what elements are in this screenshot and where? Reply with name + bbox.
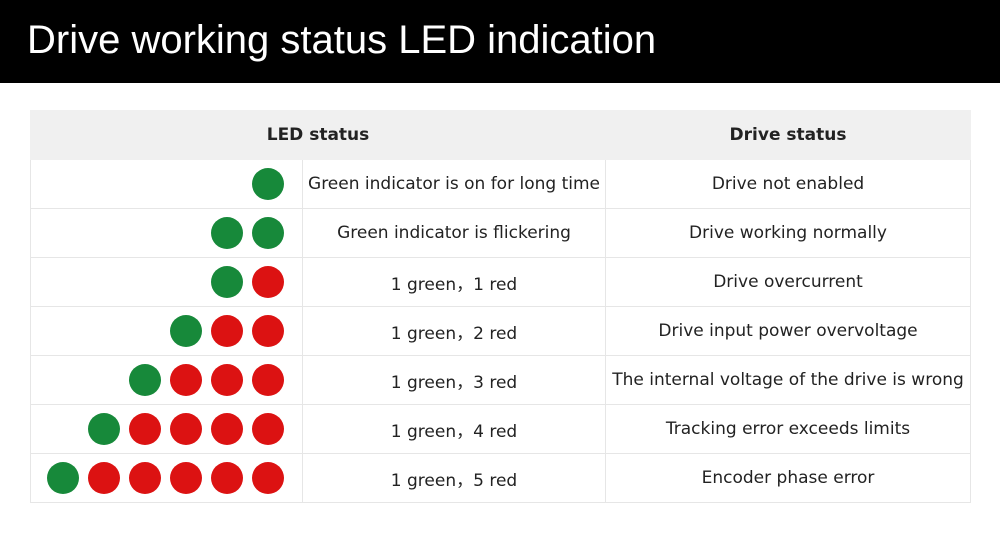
led-icons [30,208,303,258]
table-row: 1 green，1 red Drive overcurrent [30,257,972,307]
led-description: 1 green，5 red [301,453,607,503]
led-icons [30,159,303,209]
column-header: LED status [29,110,607,160]
led-icons [30,453,303,503]
column-header: Drive status [605,110,972,160]
table-row: 1 green，3 red The internal voltage of th… [30,355,972,405]
status-table: LED status Drive status Green indicator … [29,110,972,503]
led-description: 1 green，2 red [301,306,607,356]
drive-status: Drive not enabled [605,159,972,209]
led-dots [211,266,284,298]
table-row: 1 green，5 red Encoder phase error [30,453,972,503]
led-dots [170,315,284,347]
led-icons [30,404,303,454]
header-row: LED status Drive status [29,110,972,160]
page-title: Drive working status LED indication [27,18,657,62]
drive-status: Drive input power overvoltage [605,306,972,356]
table-row: Green indicator is on for long time Driv… [30,159,972,209]
drive-status: Encoder phase error [605,453,972,503]
led-description: 1 green，4 red [301,404,607,454]
drive-status: The internal voltage of the drive is wro… [605,355,972,405]
led-dots [211,217,284,249]
led-icons [30,355,303,405]
drive-status: Drive working normally [605,208,972,258]
led-description: Green indicator is flickering [301,208,607,258]
table-row: Green indicator is flickering Drive work… [30,208,972,258]
led-dots [252,168,284,200]
led-icons [30,306,303,356]
led-dots [88,413,284,445]
led-description: 1 green，1 red [301,257,607,307]
table-row: 1 green，4 red Tracking error exceeds lim… [30,404,972,454]
led-description: Green indicator is on for long time [301,159,607,209]
drive-status: Tracking error exceeds limits [605,404,972,454]
header-bar: Drive working status LED indication [0,0,1000,83]
led-icons [30,257,303,307]
led-dots [47,462,284,494]
drive-status: Drive overcurrent [605,257,972,307]
table-row: 1 green，2 red Drive input power overvolt… [30,306,972,356]
led-dots [129,364,284,396]
led-description: 1 green，3 red [301,355,607,405]
